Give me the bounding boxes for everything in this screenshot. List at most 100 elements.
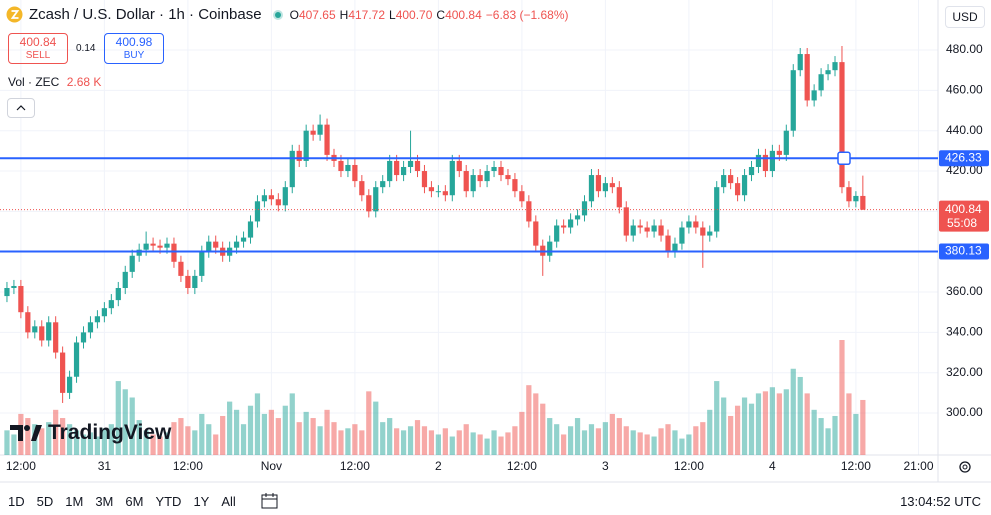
candle-body (394, 160, 400, 176)
range-button[interactable]: 1M (65, 494, 84, 509)
candle-body (846, 187, 852, 202)
volume-bar (832, 415, 838, 455)
candle-body (554, 225, 560, 242)
candle-body (818, 74, 824, 91)
volume-bar (275, 418, 281, 455)
buy-button[interactable]: 400.98 BUY (104, 33, 164, 64)
candle-body (616, 187, 622, 208)
candle-body (4, 288, 10, 297)
x-tick-label: 2 (435, 459, 442, 473)
candle-body (247, 221, 254, 238)
volume-bar (567, 426, 574, 455)
x-tick-label: 31 (98, 459, 112, 473)
volume-bar (498, 436, 504, 455)
candle-body (407, 160, 414, 167)
candle-body (296, 150, 302, 161)
volume-bar (797, 376, 803, 455)
range-button[interactable]: 3M (95, 494, 114, 509)
volume-bar (554, 424, 560, 455)
volume-title: Vol · ZEC (8, 75, 60, 89)
candle-body (602, 183, 608, 192)
volume-bar (324, 409, 330, 455)
settings-icon[interactable] (959, 461, 971, 473)
candle-body (282, 187, 288, 206)
volume-bar (400, 430, 407, 455)
volume-legend: Vol · ZEC 2.68 K (8, 75, 101, 89)
sell-label: SELL (25, 50, 51, 61)
legend-value: 400.84 (445, 7, 482, 22)
candle-body (345, 164, 351, 172)
volume-bar (574, 418, 581, 455)
watermark-text: TradingView (48, 421, 172, 444)
volume-bar (435, 434, 441, 455)
candle-body (18, 285, 24, 313)
range-button[interactable]: 5D (36, 494, 54, 509)
candle-body (352, 164, 358, 182)
candle-body (213, 241, 219, 248)
clock: 13:04:52 UTC (900, 494, 981, 509)
buy-price: 400.98 (115, 35, 153, 49)
legend-key: C (436, 7, 446, 22)
collapse-button[interactable] (7, 98, 35, 118)
candle-body (623, 207, 629, 236)
watermark: TradingView (10, 421, 171, 445)
range-button[interactable]: 1D (8, 494, 25, 509)
volume-bar (588, 424, 595, 455)
volume-bar (762, 391, 769, 455)
volume-bar (519, 411, 525, 455)
volume-bar (414, 420, 421, 455)
volume-bar (387, 418, 393, 455)
candle-body (755, 154, 762, 167)
candle-body (693, 221, 699, 228)
volume-bar (233, 409, 240, 455)
candle-body (825, 70, 831, 75)
symbol-title[interactable]: Zcash / U.S. Dollar · 1h · Coinbase (29, 6, 262, 23)
volume-bar (60, 418, 66, 455)
settings-icon-dot (962, 464, 968, 470)
candle-body (484, 171, 490, 182)
range-bar: 1D 5D 1M 3M 6M YTD 1Y All (8, 494, 248, 509)
symbol-header: Zcash / U.S. Dollar · 1h · Coinbase O407… (6, 6, 569, 23)
range-button[interactable]: 1Y (193, 494, 210, 509)
candle-body (115, 288, 121, 301)
volume-bar (623, 426, 629, 455)
volume-bar (602, 422, 608, 455)
range-button[interactable]: All (221, 494, 236, 509)
candle-body (192, 275, 198, 289)
volume-bar (199, 413, 205, 455)
volume-bar (860, 399, 866, 455)
candle-body (442, 191, 448, 196)
candle-body (567, 219, 574, 228)
volume-bar (630, 430, 636, 455)
legend-value: 400.70 (395, 7, 433, 22)
volume-bar (310, 418, 316, 455)
volume-bar (129, 397, 135, 455)
candle-body (80, 332, 87, 343)
volume-bar (87, 432, 94, 455)
volume-bar (66, 424, 73, 455)
sell-price: 400.84 (19, 35, 57, 49)
candle-body (728, 175, 734, 184)
volume-bar (540, 403, 546, 455)
candle-body (414, 160, 421, 172)
candle-body (178, 261, 184, 276)
candle-body (804, 54, 810, 101)
candle-body (574, 215, 581, 220)
candle-body (700, 227, 706, 236)
candle-body (421, 171, 428, 188)
last-price-label: 400.84 (945, 202, 982, 216)
x-tick-label: 3 (602, 459, 609, 473)
currency-button[interactable]: USD (945, 6, 985, 28)
volume-bar (658, 428, 664, 455)
volume-bar (818, 418, 824, 455)
calendar-button[interactable] (260, 491, 280, 514)
calendar-icon (261, 493, 278, 509)
volume-bar (373, 401, 379, 455)
candle-body (644, 227, 650, 232)
candle-body (32, 326, 38, 333)
candle-body (686, 221, 692, 228)
range-button[interactable]: 6M (125, 494, 144, 509)
range-button[interactable]: YTD (155, 494, 182, 509)
sell-button[interactable]: 400.84 SELL (8, 33, 68, 64)
